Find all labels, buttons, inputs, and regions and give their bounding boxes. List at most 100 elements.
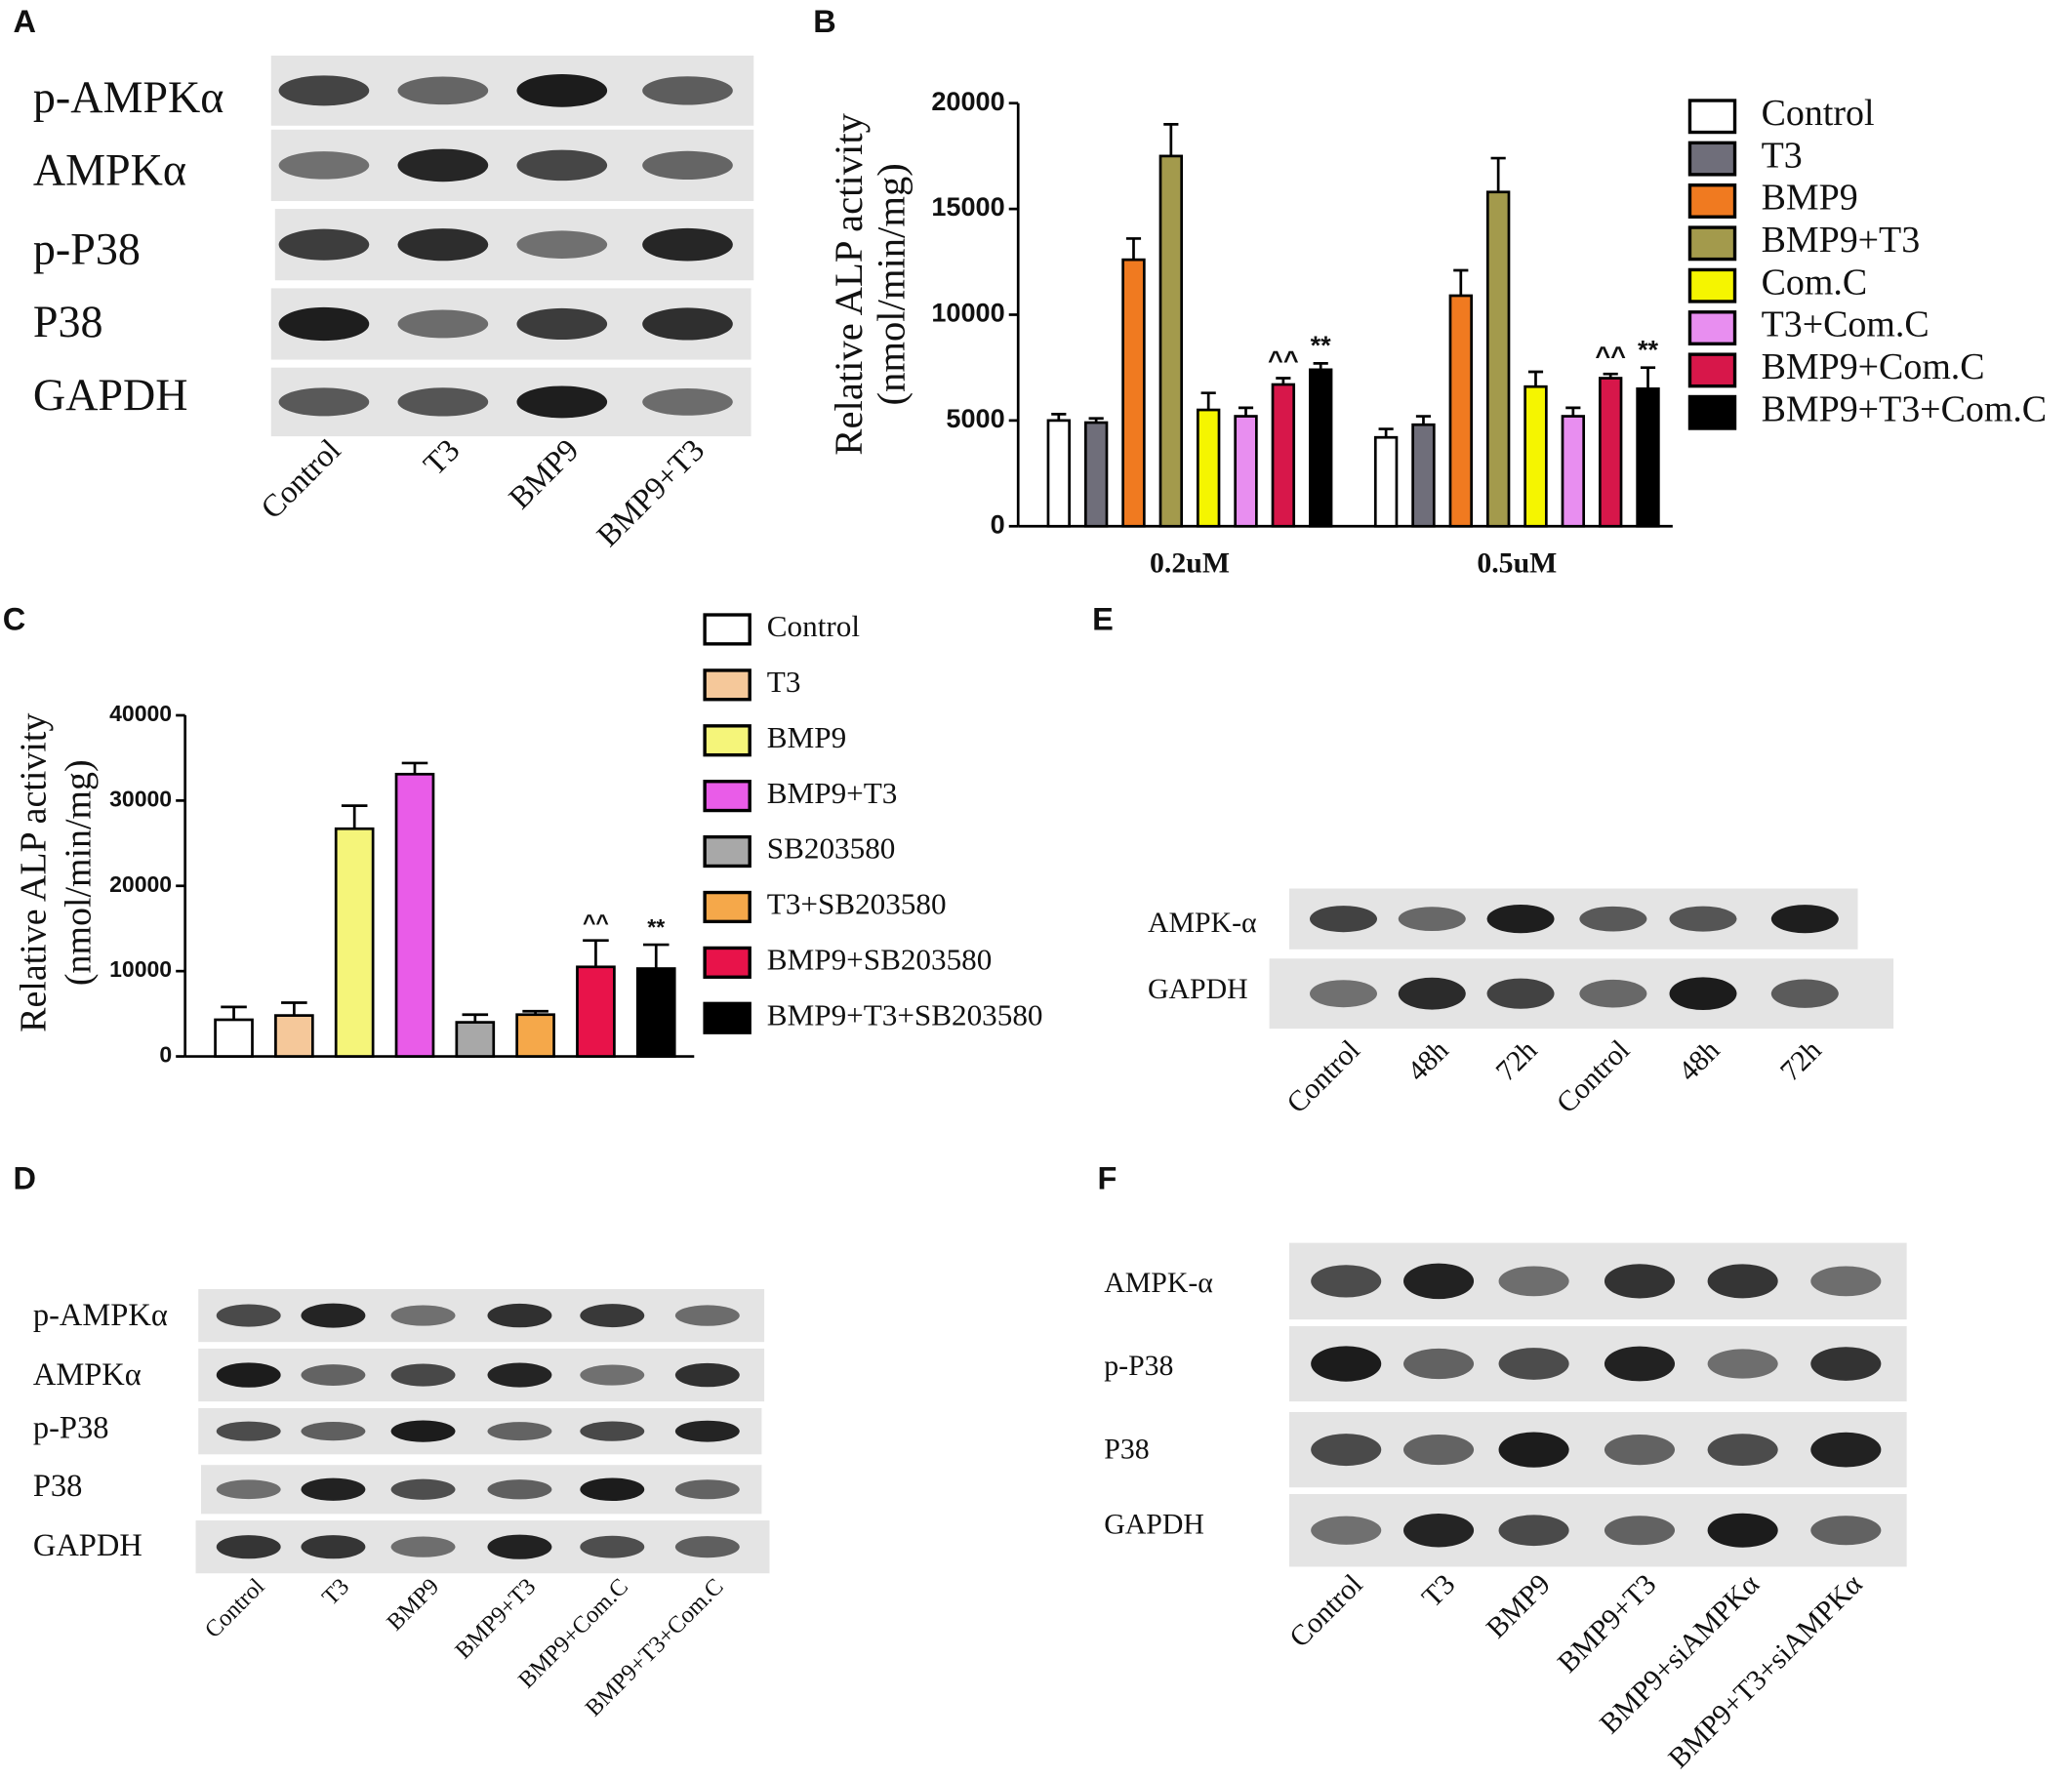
blot-band bbox=[278, 75, 370, 106]
lane-label: Control bbox=[200, 1573, 270, 1643]
blot-band bbox=[1486, 905, 1555, 934]
blot-band bbox=[1486, 978, 1555, 1009]
y-tick-label: 40000 bbox=[109, 701, 172, 726]
legend-swatch bbox=[703, 946, 752, 979]
error-bar bbox=[1125, 237, 1142, 261]
legend-swatch bbox=[1687, 267, 1737, 303]
legend-label: BMP9+Com.C bbox=[1762, 346, 1985, 387]
blot-band bbox=[278, 387, 370, 417]
error-bar bbox=[1453, 268, 1469, 296]
error-bar bbox=[462, 1013, 489, 1023]
blot-band bbox=[216, 1479, 281, 1500]
bar bbox=[1485, 190, 1511, 528]
legend-label: Com.C bbox=[1762, 262, 1868, 303]
error-bar bbox=[401, 761, 428, 775]
annotation: ** bbox=[1311, 330, 1332, 360]
legend-label: BMP9 bbox=[767, 720, 846, 754]
legend-label: BMP9+T3 bbox=[767, 776, 898, 810]
x-tick-label: 0.2uM bbox=[1150, 547, 1230, 580]
legend-swatch bbox=[703, 890, 752, 924]
bar bbox=[1448, 294, 1473, 528]
blot-band bbox=[1604, 1346, 1676, 1382]
lane-label: T3 bbox=[1416, 1568, 1462, 1614]
blot-band bbox=[487, 1479, 552, 1500]
legend-swatch bbox=[1687, 141, 1737, 177]
legend-swatch bbox=[1687, 352, 1737, 388]
bar bbox=[1234, 415, 1258, 528]
annotation: ^^ bbox=[1595, 341, 1626, 371]
legend-swatch bbox=[1687, 183, 1737, 219]
annotation: ^^ bbox=[1268, 344, 1299, 375]
blot-band bbox=[278, 306, 370, 342]
blot-band bbox=[301, 1535, 366, 1559]
bar bbox=[1411, 423, 1436, 528]
blot-band bbox=[1770, 905, 1839, 934]
y-tick-label: 20000 bbox=[931, 86, 1004, 116]
error-bar bbox=[642, 943, 670, 969]
bar bbox=[1561, 415, 1586, 528]
blot-band bbox=[674, 1420, 740, 1442]
blot-band bbox=[642, 388, 733, 416]
bar bbox=[274, 1014, 314, 1058]
lane-label: BMP9 bbox=[503, 432, 586, 515]
blot-row-label: P38 bbox=[33, 297, 103, 346]
blot-row-label: AMPKα bbox=[33, 1357, 142, 1393]
blot-band bbox=[516, 149, 608, 182]
error-bar bbox=[1640, 366, 1656, 389]
lane-label: BMP9 bbox=[1481, 1568, 1557, 1644]
blot-band bbox=[674, 1536, 740, 1558]
blot-band bbox=[301, 1303, 366, 1328]
y-tick-label: 0 bbox=[159, 1042, 172, 1068]
blot-strip bbox=[195, 1520, 770, 1574]
bar bbox=[1271, 383, 1296, 528]
blot-band bbox=[390, 1420, 456, 1442]
blot-band bbox=[1310, 980, 1377, 1008]
error-bar bbox=[1051, 413, 1067, 421]
blot-band bbox=[390, 1536, 456, 1557]
blot-band bbox=[1403, 1514, 1475, 1548]
legend-swatch bbox=[1687, 310, 1737, 345]
legend-label: T3+Com.C bbox=[1762, 304, 1930, 345]
blot-row-label: P38 bbox=[1104, 1433, 1149, 1465]
error-bar bbox=[1238, 406, 1254, 417]
lane-label: 72h bbox=[1489, 1033, 1543, 1087]
bar bbox=[635, 967, 676, 1058]
legend-label: BMP9+SB203580 bbox=[767, 943, 993, 977]
bar bbox=[394, 772, 435, 1058]
blot-band bbox=[390, 1305, 456, 1326]
blot-strip bbox=[1288, 1325, 1907, 1402]
blot-row-label: GAPDH bbox=[33, 370, 188, 420]
bar bbox=[214, 1018, 254, 1058]
blot-band bbox=[580, 1304, 645, 1328]
blot-band bbox=[278, 151, 370, 180]
error-bar bbox=[1088, 417, 1104, 424]
lane-label: Control bbox=[1550, 1034, 1636, 1120]
blot-band bbox=[516, 385, 608, 419]
error-bar bbox=[1313, 361, 1328, 370]
blot-band bbox=[1403, 1263, 1475, 1300]
error-bar bbox=[1565, 406, 1581, 417]
error-bar bbox=[1490, 156, 1506, 192]
blot-row-label: GAPDH bbox=[33, 1528, 142, 1563]
blot-band bbox=[301, 1422, 366, 1441]
blot-band bbox=[1311, 1516, 1382, 1545]
bar bbox=[1046, 419, 1071, 528]
blot-band bbox=[642, 227, 733, 262]
legend-label: T3 bbox=[767, 665, 801, 699]
blot-band bbox=[674, 1479, 740, 1500]
blot-band bbox=[1669, 977, 1737, 1011]
blot-band bbox=[516, 230, 608, 259]
blot-band bbox=[674, 1362, 740, 1388]
legend-swatch bbox=[1687, 225, 1737, 262]
blot-band bbox=[1398, 977, 1466, 1010]
blot-band bbox=[1707, 1513, 1778, 1548]
blot-band bbox=[1810, 1347, 1882, 1381]
lane-label: BMP9+T3 bbox=[450, 1573, 541, 1664]
blot-band bbox=[1707, 1264, 1778, 1299]
legend-swatch bbox=[703, 834, 752, 869]
blot-band bbox=[1311, 1265, 1382, 1298]
lane-label: 48h bbox=[1672, 1033, 1726, 1087]
legend-swatch bbox=[703, 780, 752, 813]
legend-label: BMP9+T3 bbox=[1762, 220, 1921, 261]
